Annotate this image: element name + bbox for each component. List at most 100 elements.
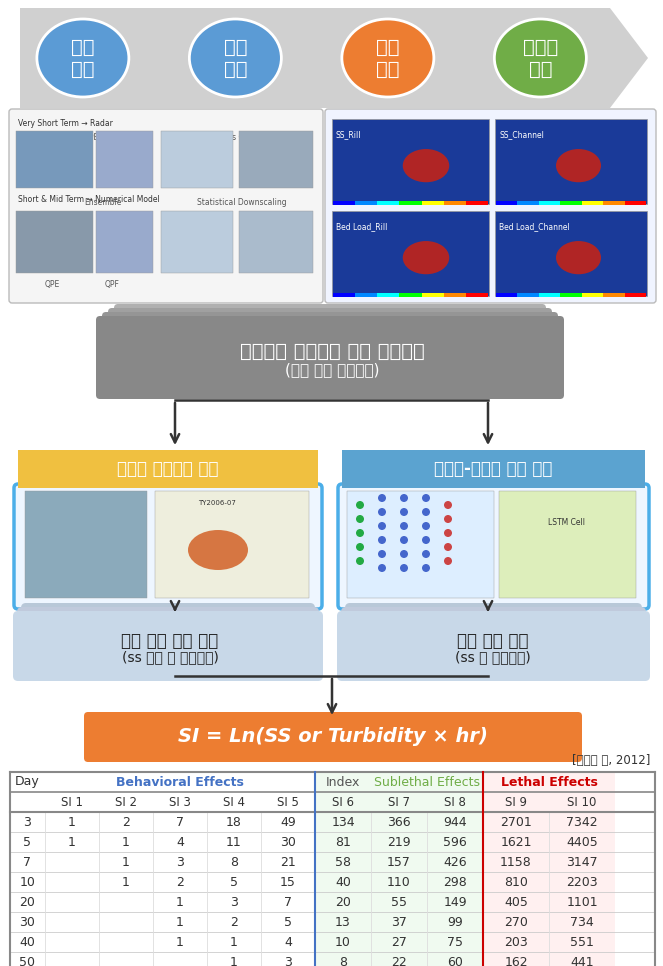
- Bar: [333, 201, 355, 205]
- FancyBboxPatch shape: [108, 308, 552, 391]
- Bar: [355, 293, 377, 297]
- Circle shape: [422, 508, 430, 516]
- Text: 7342: 7342: [566, 815, 598, 829]
- Text: 40: 40: [20, 935, 35, 949]
- FancyBboxPatch shape: [16, 211, 93, 273]
- FancyBboxPatch shape: [102, 312, 558, 395]
- Text: Sublethal Effects: Sublethal Effects: [374, 776, 480, 788]
- FancyBboxPatch shape: [332, 119, 489, 204]
- Text: 2: 2: [176, 875, 184, 889]
- Bar: [422, 201, 444, 205]
- FancyBboxPatch shape: [16, 131, 93, 188]
- Ellipse shape: [495, 19, 586, 97]
- Circle shape: [444, 501, 452, 509]
- FancyBboxPatch shape: [345, 603, 642, 673]
- Circle shape: [356, 515, 364, 523]
- Text: 27: 27: [391, 935, 407, 949]
- Circle shape: [400, 494, 408, 502]
- FancyBboxPatch shape: [21, 603, 315, 673]
- Text: 10: 10: [335, 935, 351, 949]
- Text: 1158: 1158: [500, 856, 532, 868]
- Circle shape: [422, 564, 430, 572]
- Text: SI 6: SI 6: [332, 795, 354, 809]
- Bar: [377, 293, 399, 297]
- Bar: [581, 201, 603, 205]
- Text: 1: 1: [176, 916, 184, 928]
- Text: 219: 219: [387, 836, 411, 848]
- Text: 1621: 1621: [501, 836, 532, 848]
- Text: 5: 5: [230, 875, 238, 889]
- Text: 4405: 4405: [566, 836, 598, 848]
- Text: 30: 30: [20, 916, 35, 928]
- Text: 7: 7: [23, 856, 32, 868]
- Text: SI 9: SI 9: [505, 795, 527, 809]
- Bar: [444, 293, 466, 297]
- Text: 149: 149: [443, 895, 467, 908]
- FancyBboxPatch shape: [239, 131, 313, 188]
- FancyBboxPatch shape: [161, 211, 233, 273]
- Text: SI 7: SI 7: [388, 795, 410, 809]
- Circle shape: [356, 543, 364, 551]
- Text: Behavioral Effects: Behavioral Effects: [116, 776, 244, 788]
- Ellipse shape: [402, 149, 450, 183]
- Text: 3: 3: [176, 856, 184, 868]
- Text: 20: 20: [20, 895, 35, 908]
- Bar: [496, 201, 517, 205]
- FancyBboxPatch shape: [332, 211, 489, 296]
- FancyBboxPatch shape: [114, 304, 546, 387]
- Text: 이상강우 단기유출 예측 시나리오: 이상강우 단기유출 예측 시나리오: [239, 342, 424, 361]
- Text: 1101: 1101: [566, 895, 598, 908]
- FancyBboxPatch shape: [14, 484, 322, 609]
- Text: Bias Correction: Bias Correction: [220, 133, 278, 142]
- Circle shape: [378, 550, 386, 558]
- Text: 110: 110: [387, 875, 411, 889]
- Text: 30: 30: [280, 836, 296, 848]
- Text: 1: 1: [122, 856, 130, 868]
- Text: 18: 18: [226, 815, 242, 829]
- FancyBboxPatch shape: [325, 109, 656, 303]
- Text: LSTM Cell: LSTM Cell: [548, 518, 585, 527]
- Text: 3: 3: [284, 955, 292, 966]
- Ellipse shape: [342, 19, 434, 97]
- Circle shape: [422, 494, 430, 502]
- FancyBboxPatch shape: [9, 109, 323, 303]
- Circle shape: [422, 550, 430, 558]
- Text: 21: 21: [280, 856, 296, 868]
- FancyBboxPatch shape: [96, 131, 153, 188]
- Text: 551: 551: [570, 935, 594, 949]
- Text: 441: 441: [570, 955, 594, 966]
- Text: 81: 81: [335, 836, 351, 848]
- Bar: [560, 293, 581, 297]
- Text: SS_Channel: SS_Channel: [499, 130, 544, 139]
- Text: SS_Rill: SS_Rill: [336, 130, 361, 139]
- Text: TY2006-07: TY2006-07: [198, 500, 236, 506]
- Text: 1: 1: [230, 935, 238, 949]
- Circle shape: [356, 529, 364, 537]
- FancyBboxPatch shape: [338, 484, 649, 609]
- Ellipse shape: [188, 530, 248, 570]
- Circle shape: [444, 543, 452, 551]
- Bar: [333, 293, 355, 297]
- Text: SI 2: SI 2: [115, 795, 137, 809]
- Circle shape: [422, 536, 430, 544]
- Polygon shape: [20, 8, 648, 108]
- Bar: [603, 293, 625, 297]
- Bar: [377, 201, 399, 205]
- Text: (ss 및 지속시간): (ss 및 지속시간): [455, 650, 531, 664]
- Text: 3147: 3147: [566, 856, 598, 868]
- Text: 7: 7: [176, 815, 184, 829]
- FancyBboxPatch shape: [25, 491, 147, 598]
- Text: 물리적-통계적 융합 모형: 물리적-통계적 융합 모형: [434, 460, 553, 478]
- Text: 270: 270: [504, 916, 528, 928]
- Text: 134: 134: [332, 815, 355, 829]
- Text: 15: 15: [280, 875, 296, 889]
- Text: 50: 50: [19, 955, 36, 966]
- Text: 49: 49: [280, 815, 296, 829]
- Bar: [315, 772, 483, 966]
- Text: 596: 596: [443, 836, 467, 848]
- Bar: [496, 293, 517, 297]
- Circle shape: [378, 494, 386, 502]
- Text: 2203: 2203: [566, 875, 598, 889]
- Text: Very Short Term → Radar: Very Short Term → Radar: [18, 119, 113, 128]
- Bar: [399, 293, 422, 297]
